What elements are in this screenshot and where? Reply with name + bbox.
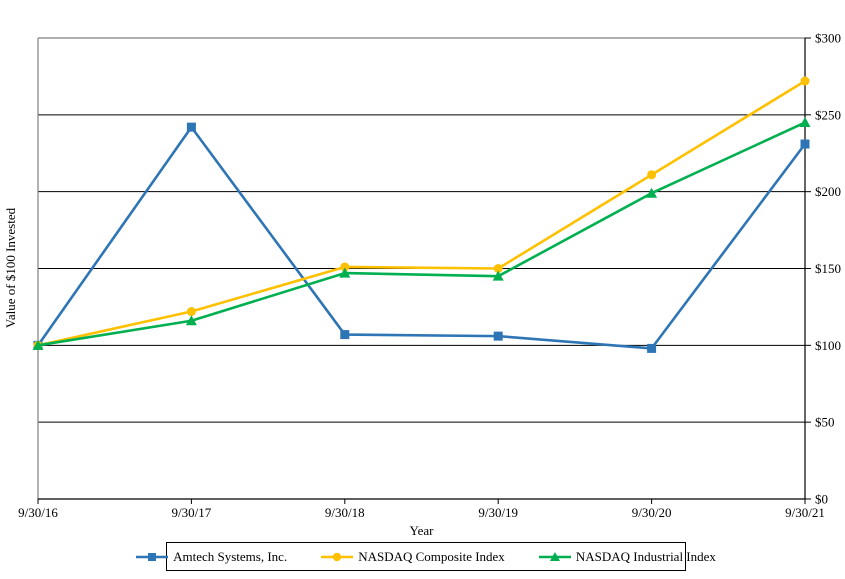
y-tick-label: $0 (815, 492, 828, 507)
line-triangle-marker-icon (538, 551, 571, 561)
series-amtech-systems-inc (33, 122, 810, 353)
legend-label: NASDAQ Composite Index (358, 548, 505, 564)
y-tick-label: $250 (815, 107, 841, 122)
x-tick-label: 9/30/16 (18, 505, 58, 520)
x-tick-label: 9/30/18 (325, 505, 365, 520)
legend-item-nasdaq-composite: NASDAQ Composite Index (321, 549, 505, 565)
legend-item-nasdaq-industrial: NASDAQ Industrial Index (538, 548, 716, 565)
x-tick-label: 9/30/21 (785, 505, 825, 520)
y-axis-title: Value of $100 Invested (3, 207, 18, 329)
legend: Amtech Systems, Inc. NASDAQ Composite In… (136, 542, 716, 571)
x-tick-label: 9/30/20 (632, 505, 672, 520)
x-tick-labels: 9/30/16 9/30/17 9/30/18 9/30/19 9/30/20 9/30/… (18, 505, 825, 520)
x-tick-label: 9/30/17 (172, 505, 212, 520)
y-tick-label: $100 (815, 338, 841, 353)
line-square-marker-icon (136, 552, 169, 561)
x-axis (37, 498, 806, 504)
y-tick-labels: $0 $50 $100 $150 $200 $250 $300 (815, 31, 841, 507)
line-circle-marker-icon (321, 552, 354, 561)
legend-label: Amtech Systems, Inc. (173, 548, 288, 564)
y-axis (804, 37, 811, 500)
legend-label: NASDAQ Industrial Index (575, 548, 716, 564)
legend-item-amtech-systems: Amtech Systems, Inc. (136, 549, 287, 565)
y-tick-label: $150 (815, 261, 841, 276)
x-axis-title: Year (409, 523, 434, 538)
plot-border (37, 37, 805, 499)
series-nasdaq-industrial-index (32, 117, 811, 350)
y-tick-label: $50 (815, 415, 835, 430)
x-tick-label: 9/30/19 (478, 505, 518, 520)
series-nasdaq-composite-index (33, 76, 810, 350)
y-tick-label: $200 (815, 184, 841, 199)
y-tick-label: $300 (815, 31, 841, 46)
